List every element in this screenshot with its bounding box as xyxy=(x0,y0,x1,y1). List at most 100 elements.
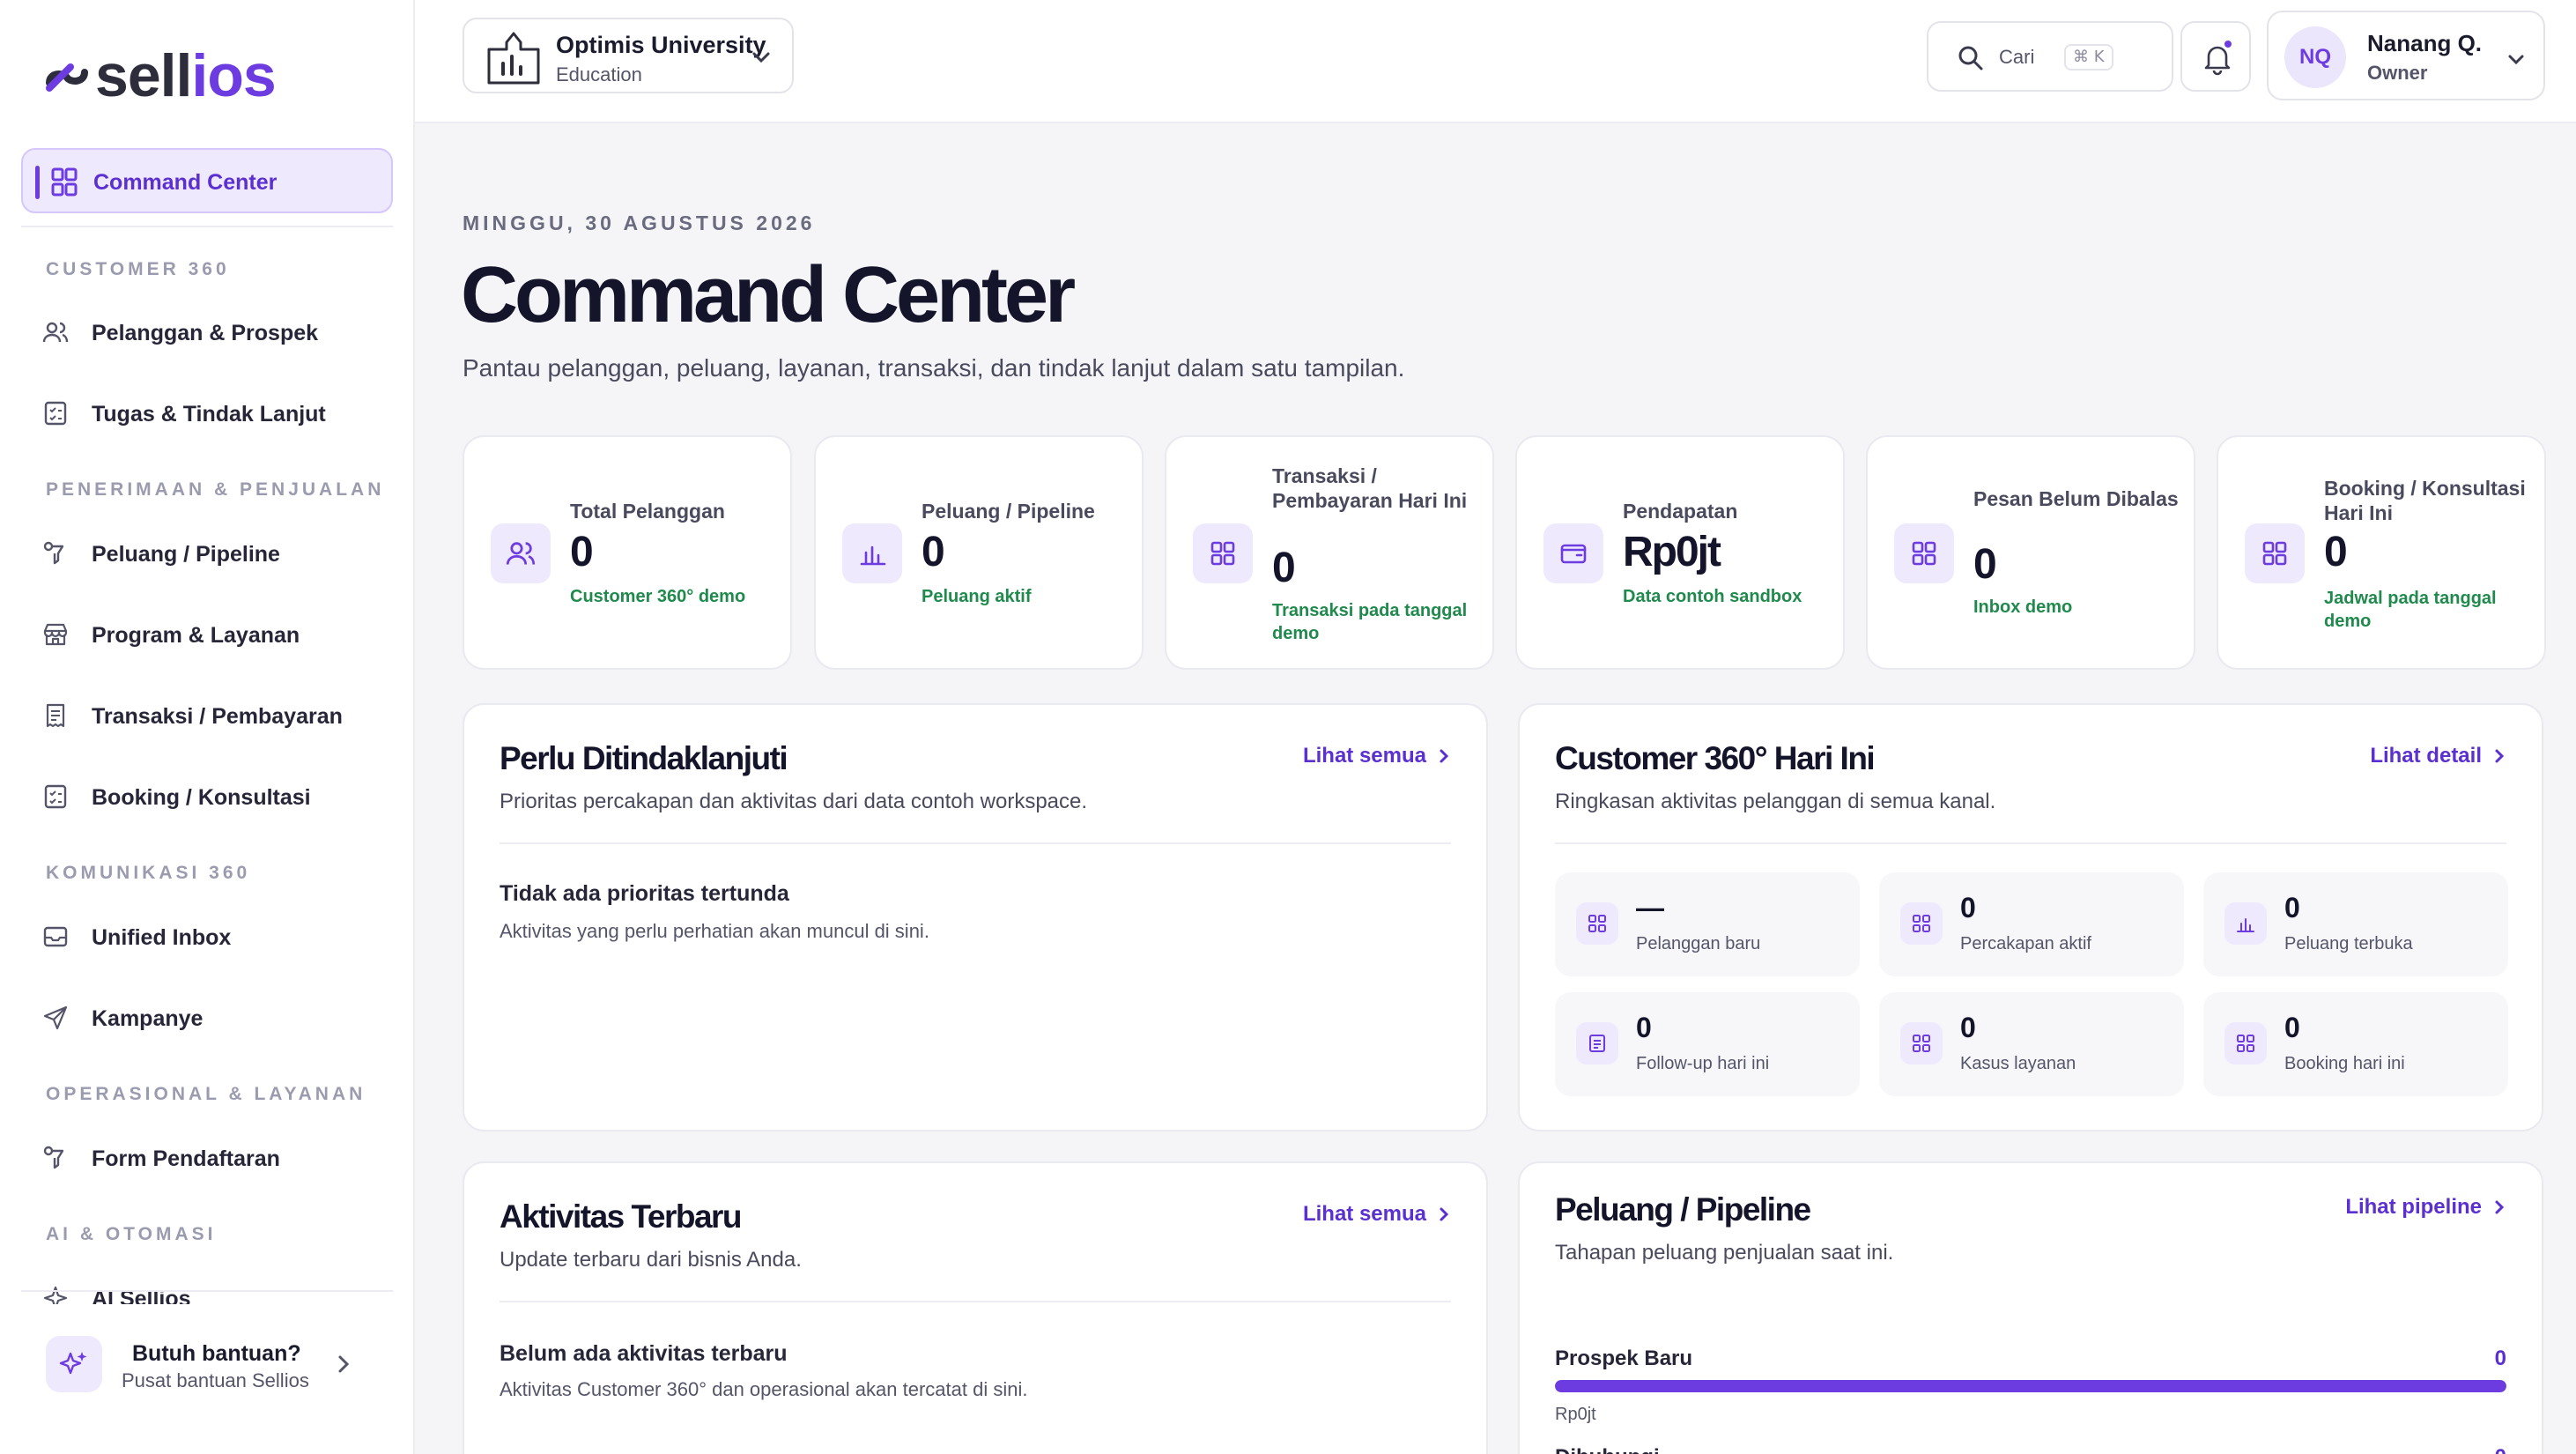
stat-label: Pendapatan xyxy=(1623,500,1738,523)
metric-value: 0 xyxy=(2284,1012,2300,1043)
help-center-card[interactable]: Butuh bantuan? Pusat bantuan Sellios xyxy=(21,1304,393,1428)
metric-value: 0 xyxy=(2284,892,2300,924)
stage-count: 0 xyxy=(2495,1445,2506,1454)
wallet-icon xyxy=(1543,523,1603,583)
search-box[interactable]: ⌘ K xyxy=(1927,21,2173,92)
stage-name: Prospek Baru xyxy=(1555,1346,1693,1370)
sidebar-item-transaksi-pembayaran[interactable]: Transaksi / Pembayaran xyxy=(21,687,393,744)
panel-subtitle: Prioritas percakapan dan aktivitas dari … xyxy=(500,790,1088,813)
sparkles-icon xyxy=(46,1336,102,1392)
active-indicator xyxy=(35,166,40,199)
metric-label: Booking hari ini xyxy=(2284,1054,2405,1073)
metric-peluang-terbuka[interactable]: 0 Peluang terbuka xyxy=(2203,872,2508,976)
users-icon xyxy=(491,523,551,583)
stage-progress-fill xyxy=(1555,1380,2506,1392)
form-icon xyxy=(43,1146,64,1169)
view-detail-link[interactable]: Lihat detail xyxy=(2370,744,2506,768)
link-label: Lihat detail xyxy=(2370,744,2482,768)
empty-state-text: Aktivitas Customer 360° dan operasional … xyxy=(500,1378,1028,1400)
metric-label: Percakapan aktif xyxy=(1960,934,2091,953)
empty-state-text: Aktivitas yang perlu perhatian akan munc… xyxy=(500,920,929,942)
panel-divider xyxy=(1555,842,2506,844)
stage-name: Dihubungi xyxy=(1555,1445,1660,1454)
sidebar-item-booking-konsultasi[interactable]: Booking / Konsultasi xyxy=(21,768,393,825)
metric-label: Pelanggan baru xyxy=(1636,934,1761,953)
view-pipeline-link[interactable]: Lihat pipeline xyxy=(2345,1195,2506,1220)
notification-dot xyxy=(2223,39,2233,49)
search-shortcut: ⌘ K xyxy=(2064,44,2113,70)
metric-kasus-layanan[interactable]: 0 Kasus layanan xyxy=(1879,992,2184,1096)
stat-label: Transaksi / Pembayaran Hari Ini xyxy=(1272,464,1468,512)
sidebar-item-unified-inbox[interactable]: Unified Inbox xyxy=(21,909,393,965)
sidebar-item-label: Booking / Konsultasi xyxy=(92,785,311,810)
institution-icon xyxy=(487,32,540,85)
stat-value: 0 xyxy=(1272,545,1296,591)
sidebar-divider xyxy=(21,226,393,227)
sidebar-section-komunikasi-360: KOMUNIKASI 360 xyxy=(46,863,251,883)
metric-label: Follow-up hari ini xyxy=(1636,1054,1770,1073)
stat-card-total-pelanggan[interactable]: Total Pelanggan 0 Customer 360° demo xyxy=(463,435,792,670)
stat-value: 0 xyxy=(922,529,945,575)
page-subtitle: Pantau pelanggan, peluang, layanan, tran… xyxy=(463,354,1405,382)
link-label: Lihat semua xyxy=(1302,744,1426,768)
grid-icon xyxy=(1900,1022,1943,1065)
stat-label: Peluang / Pipeline xyxy=(922,500,1095,523)
metric-value: — xyxy=(1636,892,1664,924)
sidebar-item-tugas-tindak-lanjut[interactable]: Tugas & Tindak Lanjut xyxy=(21,385,393,441)
followup-panel: Perlu Ditindaklanjuti Prioritas percakap… xyxy=(463,703,1488,1131)
sidebar-item-label: Unified Inbox xyxy=(92,925,232,950)
sidebar-item-pelanggan-prospek[interactable]: Pelanggan & Prospek xyxy=(21,304,393,360)
stat-caption: Data contoh sandbox xyxy=(1623,587,1802,606)
avatar: NQ xyxy=(2284,26,2346,88)
chevron-right-icon xyxy=(1440,1207,1449,1221)
sellios-logo[interactable]: sellios xyxy=(44,42,277,109)
sidebar-item-label: Form Pendaftaran xyxy=(92,1146,280,1171)
customer-360-panel: Customer 360° Hari Ini Ringkasan aktivit… xyxy=(1518,703,2543,1131)
panel-divider xyxy=(500,842,1451,844)
metric-value: 0 xyxy=(1636,1012,1652,1043)
sidebar-item-form-pendaftaran[interactable]: Form Pendaftaran xyxy=(21,1130,393,1186)
metric-percakapan-aktif[interactable]: 0 Percakapan aktif xyxy=(1879,872,2184,976)
stat-card-booking-hari-ini[interactable]: Booking / Konsultasi Hari Ini 0 Jadwal p… xyxy=(2217,435,2546,670)
grid-icon xyxy=(51,167,78,197)
sidebar-item-peluang-pipeline[interactable]: Peluang / Pipeline xyxy=(21,525,393,582)
sidebar-section-customer-360: CUSTOMER 360 xyxy=(46,259,230,279)
store-icon xyxy=(43,623,68,646)
metric-label: Peluang terbuka xyxy=(2284,934,2413,953)
sidebar: sellios Command Center CUSTOMER 360 Pela… xyxy=(0,0,415,1454)
sidebar-item-kampanye[interactable]: Kampanye xyxy=(21,990,393,1046)
sidebar-item-program-layanan[interactable]: Program & Layanan xyxy=(21,606,393,663)
metric-pelanggan-baru[interactable]: — Pelanggan baru xyxy=(1555,872,1860,976)
logo-wordmark: sellios xyxy=(95,42,277,109)
panel-title: Customer 360° Hari Ini xyxy=(1555,740,1876,776)
help-title: Butuh bantuan? xyxy=(132,1341,301,1366)
workspace-switcher[interactable]: Optimis University Education xyxy=(463,18,794,93)
view-all-link[interactable]: Lihat semua xyxy=(1303,1202,1451,1227)
metric-value: 0 xyxy=(1960,1012,1976,1043)
stat-card-transaksi-hari-ini[interactable]: Transaksi / Pembayaran Hari Ini 0 Transa… xyxy=(1165,435,1494,670)
chevron-down-icon xyxy=(2508,55,2524,65)
stat-card-peluang-pipeline[interactable]: Peluang / Pipeline 0 Peluang aktif xyxy=(814,435,1144,670)
user-menu[interactable]: NQ Nanang Q. Owner xyxy=(2267,11,2545,100)
stat-caption: Jadwal pada tanggal demo xyxy=(2324,589,2497,631)
panel-subtitle: Tahapan peluang penjualan saat ini. xyxy=(1555,1241,1894,1265)
calendar-check-icon xyxy=(44,784,67,809)
stat-label: Total Pelanggan xyxy=(570,500,725,523)
stat-card-pesan-belum-dibalas[interactable]: Pesan Belum Dibalas 0 Inbox demo xyxy=(1866,435,2195,670)
sidebar-item-command-center[interactable]: Command Center xyxy=(21,148,393,213)
metric-booking-hari-ini[interactable]: 0 Booking hari ini xyxy=(2203,992,2508,1096)
stat-card-pendapatan[interactable]: Pendapatan Rp0jt Data contoh sandbox xyxy=(1515,435,1845,670)
notifications-button[interactable] xyxy=(2180,21,2251,92)
sidebar-section-operasional-layanan: OPERASIONAL & LAYANAN xyxy=(46,1084,366,1104)
metric-follow-up-hari-ini[interactable]: 0 Follow-up hari ini xyxy=(1555,992,1860,1096)
stage-progress-track xyxy=(1555,1380,2506,1392)
help-subtitle: Pusat bantuan Sellios xyxy=(122,1369,309,1391)
grid-icon xyxy=(2224,1022,2267,1065)
grid-icon xyxy=(1576,902,1618,945)
search-input[interactable] xyxy=(1999,46,2061,69)
sidebar-item-label: Peluang / Pipeline xyxy=(92,542,280,567)
user-name: Nanang Q. xyxy=(2367,30,2483,56)
panel-subtitle: Update terbaru dari bisnis Anda. xyxy=(500,1248,802,1272)
stage-amount: Rp0jt xyxy=(1555,1405,1596,1424)
view-all-link[interactable]: Lihat semua xyxy=(1303,744,1451,768)
